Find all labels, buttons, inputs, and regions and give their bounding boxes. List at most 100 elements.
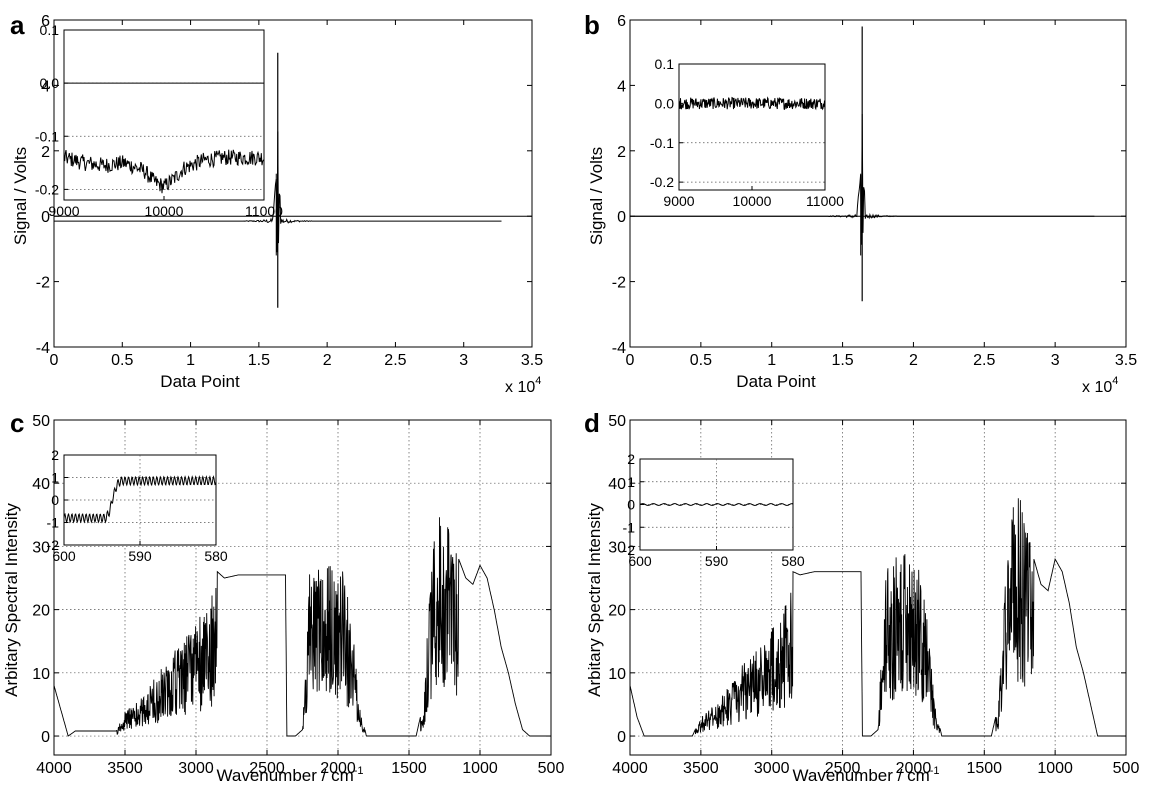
x-tick-label-b: 1 <box>767 352 776 369</box>
panel-a: a 0 0.5 1 1.5 2 2.5 3 3.5 -4 -2 0 2 4 6 Data Point Si… <box>10 10 543 396</box>
x-tick-label-d: 2000 <box>896 760 932 777</box>
plot-frame-a <box>53 19 533 348</box>
y-axis-label-b: Signal / Volts <box>587 147 606 245</box>
inset-y-tick-label-a: -0.2 <box>35 181 59 197</box>
inset-x-tick-label-c: 590 <box>128 548 152 564</box>
y-tick-label-c: 50 <box>32 413 50 430</box>
plot-frame-d <box>629 419 1127 756</box>
inset-x-tick-label-a: 9000 <box>48 203 79 219</box>
x-axis-label-c-sup: -1 <box>354 765 364 777</box>
x-multiplier-b-base: x 10 <box>1082 379 1112 396</box>
y-tick-label-a: 2 <box>41 144 50 161</box>
panel-c: c 4000 3500 3000 2500 2000 1500 1000 5000102030… <box>2 408 564 785</box>
inset-y-tick-label-c: 2 <box>51 447 59 463</box>
x-tick-label-c: 3000 <box>178 760 214 777</box>
x-tick-label-c: 2500 <box>249 760 285 777</box>
y-tick-label-d: 10 <box>608 666 626 683</box>
x-tick-label-b: 2.5 <box>973 352 995 369</box>
inset-y-tick-label-d: -2 <box>623 542 636 558</box>
panel-d-plot: 4000 3500 3000 2500 2000 1500 1000 500010203040… <box>608 413 1139 777</box>
x-tick-label-d: 500 <box>1113 760 1140 777</box>
x-tick-label-a: 3 <box>459 352 468 369</box>
y-tick-label-a: 4 <box>41 78 50 95</box>
y-tick-label-c: 30 <box>32 539 50 556</box>
spectrum-trace-d <box>629 498 1126 737</box>
inset-x-tick-label-c: 600 <box>52 548 76 564</box>
panel-a-plot: 0 0.5 1 1.5 2 2.5 3 3.5 -4 -2 0 2 4 6 <box>36 13 543 369</box>
inset-x-tick-label-b: 11000 <box>806 193 844 209</box>
inset-trace-c <box>63 475 217 524</box>
panel-b: b 0 0.5 1 1.5 2 2.5 3 3.5 -4 -2 0 2 4 6 Data Point Si… <box>584 10 1137 396</box>
y-tick-label-c: 20 <box>32 603 50 620</box>
x-tick-label-a: 0 <box>50 352 59 369</box>
x-multiplier-b: x 104 <box>1082 375 1118 396</box>
y-tick-label-b: 4 <box>617 78 626 95</box>
y-tick-label-c: 40 <box>32 476 50 493</box>
x-tick-label-c: 1000 <box>462 760 498 777</box>
inset-y-tick-label-b: 0.0 <box>655 95 675 111</box>
inset-trace-d <box>639 503 794 506</box>
y-tick-label-d: 30 <box>608 539 626 556</box>
inset-y-tick-label-d: 0 <box>627 497 635 513</box>
x-multiplier-b-exp: 4 <box>1112 375 1118 387</box>
y-tick-label-b: -4 <box>612 340 626 357</box>
y-axis-label-c: Arbitary Spectral Intensity <box>2 503 21 697</box>
inset-y-tick-label-a: 0.0 <box>40 75 60 91</box>
x-tick-label-c: 500 <box>538 760 565 777</box>
x-axis-label-c: Wavenumber / cm-1 <box>216 765 363 785</box>
inset-x-tick-label-b: 10000 <box>733 193 772 209</box>
x-axis-label-a: Data Point <box>160 372 240 391</box>
x-tick-label-a: 1 <box>186 352 195 369</box>
inset-y-tick-label-d: -1 <box>623 519 636 535</box>
panel-c-plot: 4000 3500 3000 2500 2000 1500 1000 500010203040… <box>32 413 564 777</box>
x-tick-label-c: 1500 <box>391 760 427 777</box>
y-tick-label-d: 20 <box>608 603 626 620</box>
x-tick-label-b: 3 <box>1051 352 1060 369</box>
y-tick-label-a: -2 <box>36 275 50 292</box>
x-multiplier-a-base: x 10 <box>505 379 535 396</box>
x-tick-label-d: 2500 <box>825 760 861 777</box>
y-tick-label-d: 0 <box>617 729 626 746</box>
x-tick-label-b: 3.5 <box>1115 352 1137 369</box>
panel-d: d 4000 3500 3000 2500 2000 1500 1000 5000102030… <box>584 408 1139 785</box>
x-tick-label-d: 3500 <box>683 760 719 777</box>
x-multiplier-a: x 104 <box>505 375 541 396</box>
x-tick-label-d: 3000 <box>754 760 790 777</box>
panel-b-plot: 0 0.5 1 1.5 2 2.5 3 3.5 -4 -2 0 2 4 6 <box>612 13 1137 369</box>
x-axis-label-c-text: Wavenumber / cm <box>216 766 353 785</box>
panel-label-b: b <box>584 10 600 40</box>
panel-label-a: a <box>10 10 25 40</box>
inset-x-tick-label-c: 580 <box>204 548 228 564</box>
inset-x-tick-label-a: 11000 <box>245 203 283 219</box>
y-tick-label-b: 2 <box>617 144 626 161</box>
x-tick-label-c: 2000 <box>320 760 356 777</box>
inset-y-tick-label-a: -0.1 <box>35 128 59 144</box>
x-axis-label-b: Data Point <box>736 372 816 391</box>
x-tick-label-d: 1500 <box>966 760 1002 777</box>
x-tick-label-a: 1.5 <box>248 352 270 369</box>
panel-label-d: d <box>584 408 600 438</box>
plot-frame-b <box>629 19 1127 348</box>
inset-y-tick-label-d: 2 <box>627 451 635 467</box>
x-multiplier-a-exp: 4 <box>535 375 541 387</box>
y-tick-label-b: -2 <box>612 275 626 292</box>
x-tick-label-b: 2 <box>909 352 918 369</box>
inset-y-tick-label-b: -0.2 <box>650 174 674 190</box>
plot-frame-c <box>53 419 552 756</box>
y-axis-label-d: Arbitary Spectral Intensity <box>585 503 604 697</box>
x-tick-label-b: 0 <box>626 352 635 369</box>
inset-y-tick-label-c: 1 <box>51 470 59 486</box>
y-tick-label-c: 0 <box>41 729 50 746</box>
y-axis-label-a: Signal / Volts <box>11 147 30 245</box>
y-tick-label-d: 40 <box>608 476 626 493</box>
inset-x-tick-label-a: 10000 <box>145 203 184 219</box>
inset-trace-b <box>678 96 826 111</box>
x-axis-label-d: Wavenumber / cm-1 <box>792 765 939 785</box>
x-tick-label-c: 3500 <box>107 760 143 777</box>
panel-label-c: c <box>10 408 24 438</box>
inset-x-tick-label-d: 580 <box>781 553 805 569</box>
inset-x-tick-label-d: 590 <box>705 553 729 569</box>
x-tick-label-a: 3.5 <box>521 352 543 369</box>
inset-d: 600 590 580 2 1 0 -1 -2 <box>623 451 805 569</box>
x-tick-label-c: 4000 <box>36 760 72 777</box>
